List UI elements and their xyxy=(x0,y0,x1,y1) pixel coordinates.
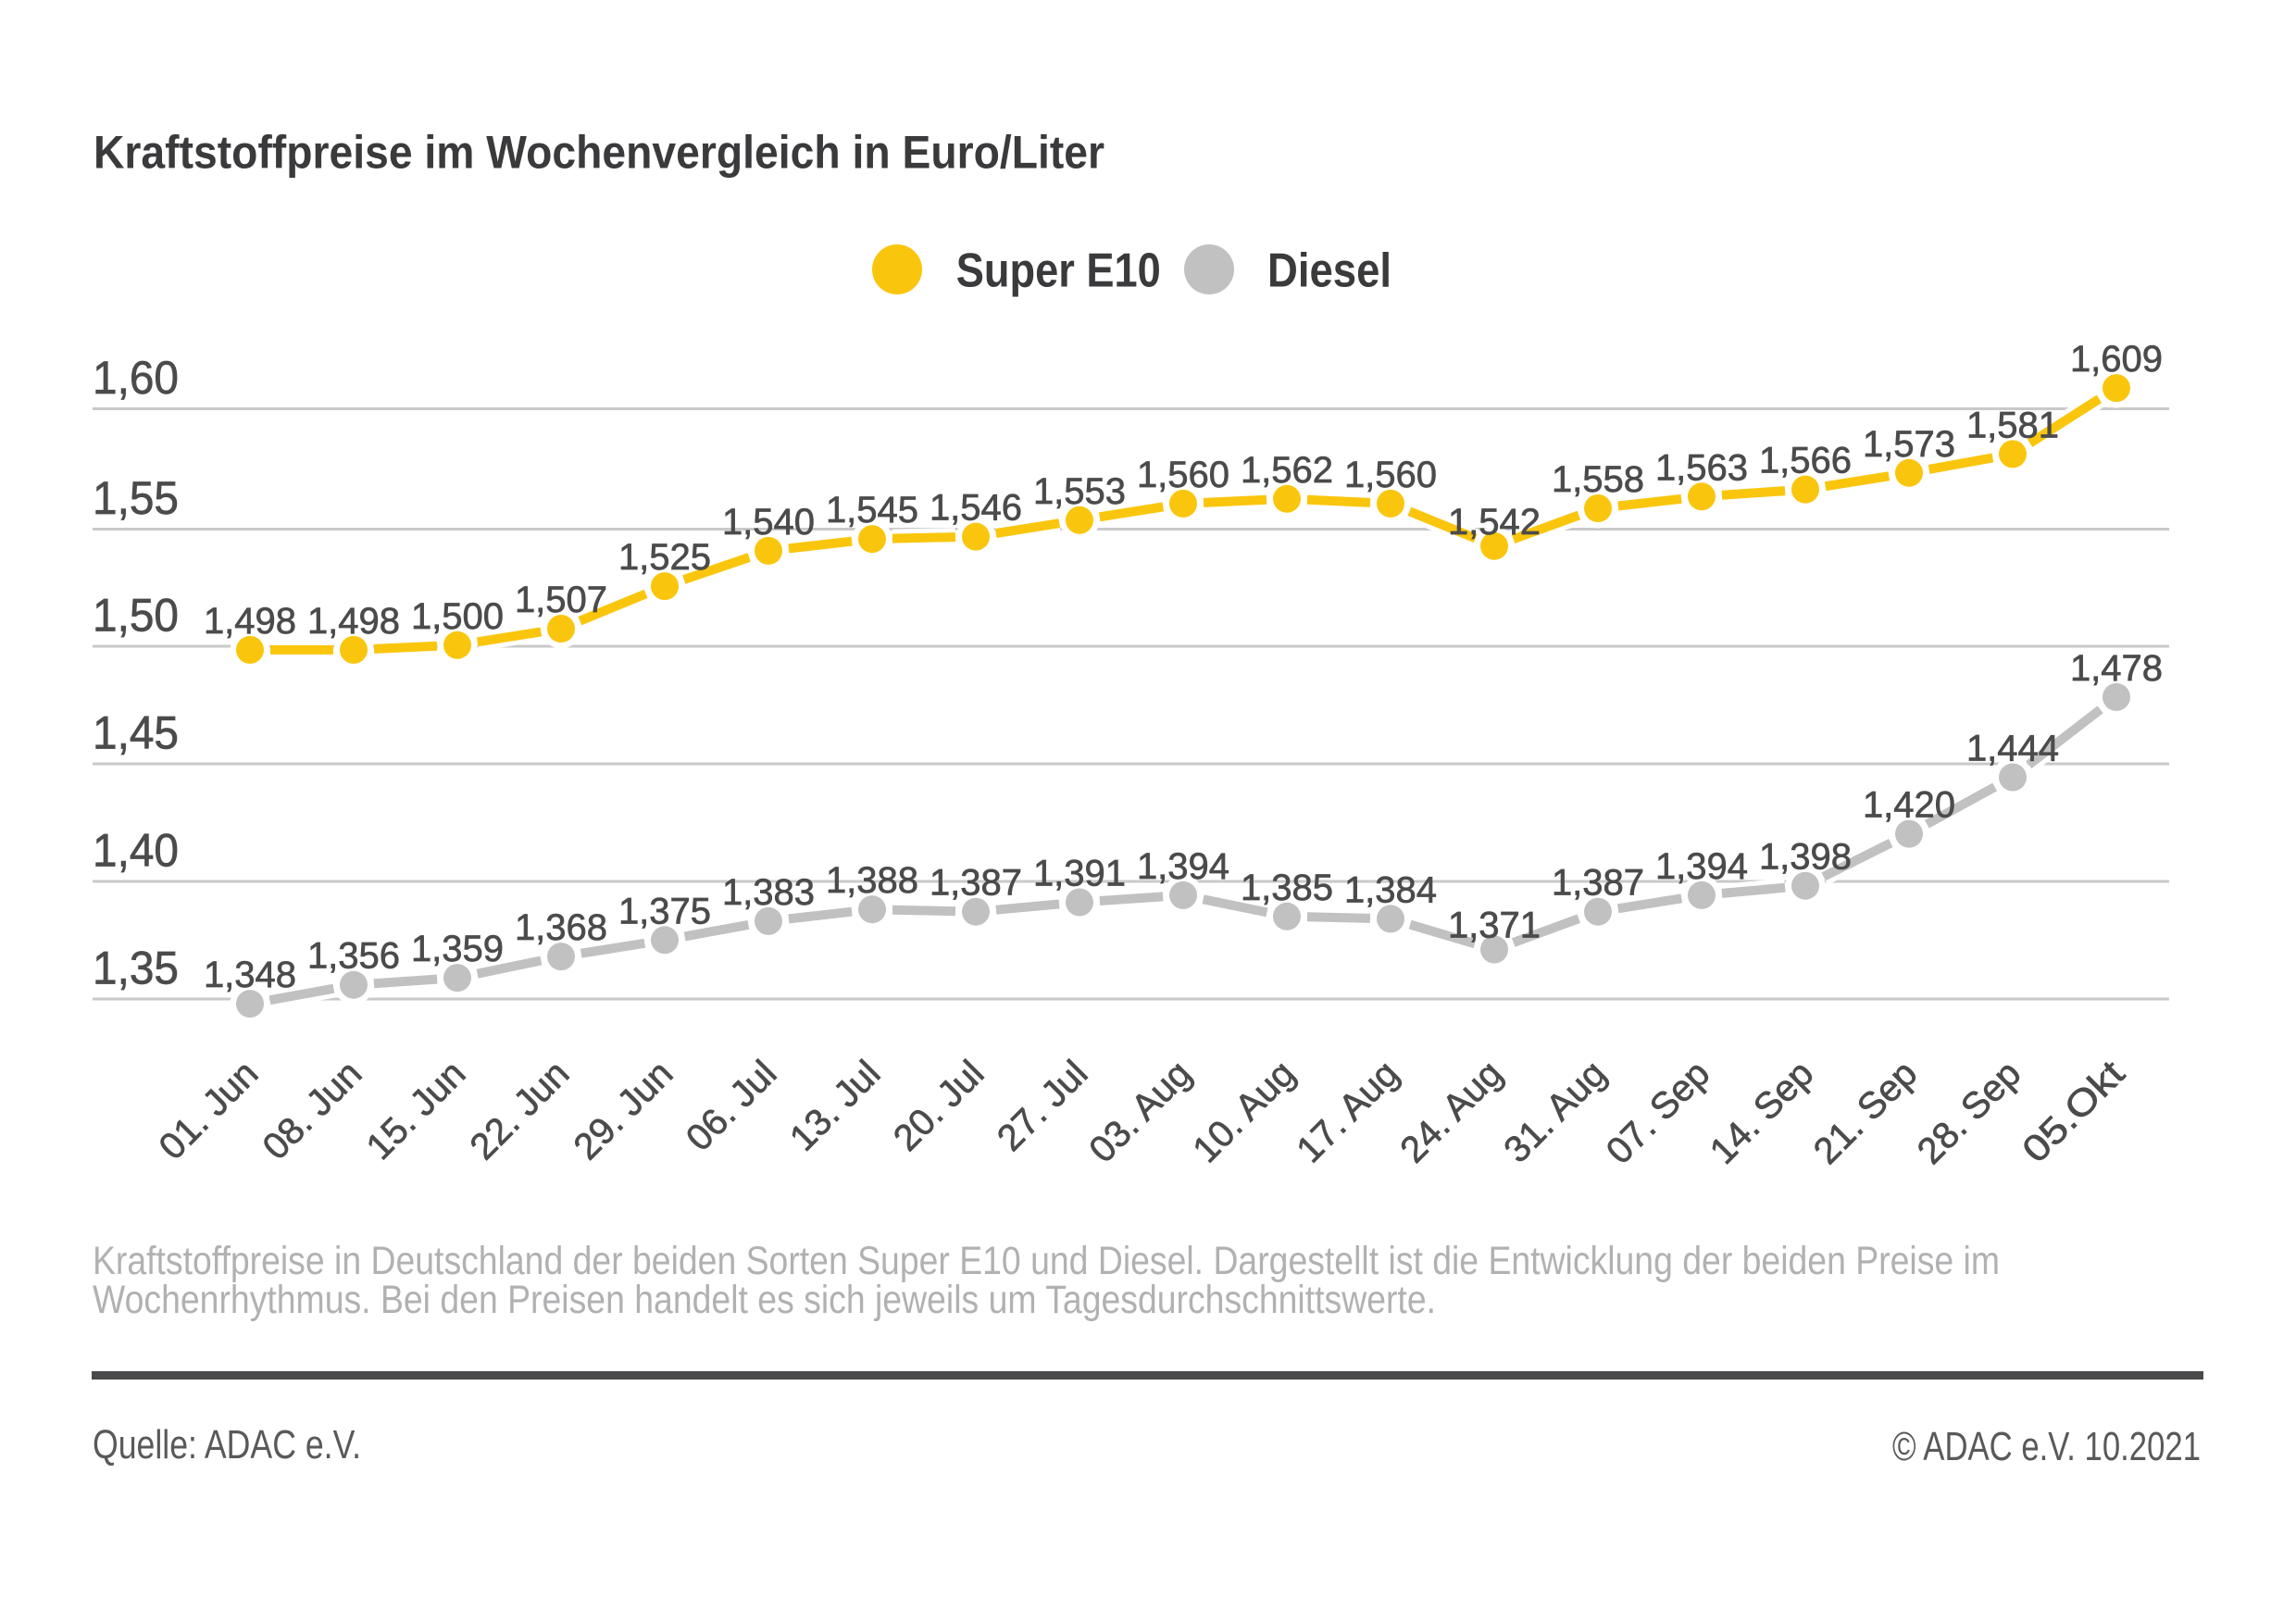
svg-text:1,540: 1,540 xyxy=(722,502,815,543)
svg-text:1,60: 1,60 xyxy=(93,352,179,404)
svg-text:1,383: 1,383 xyxy=(722,872,815,913)
svg-text:1,387: 1,387 xyxy=(930,863,1022,904)
svg-text:1,388: 1,388 xyxy=(826,860,918,901)
svg-text:1,573: 1,573 xyxy=(1863,424,1955,465)
svg-text:Super E10: Super E10 xyxy=(956,244,1161,297)
svg-text:1,387: 1,387 xyxy=(1552,863,1644,904)
svg-text:1,50: 1,50 xyxy=(93,590,179,642)
svg-text:1,562: 1,562 xyxy=(1241,450,1333,491)
svg-text:1,609: 1,609 xyxy=(2070,339,2163,380)
svg-text:1,348: 1,348 xyxy=(204,955,296,995)
svg-text:1,394: 1,394 xyxy=(1137,846,1229,887)
svg-text:1,546: 1,546 xyxy=(930,488,1022,529)
svg-text:1,553: 1,553 xyxy=(1033,471,1126,512)
svg-text:1,498: 1,498 xyxy=(307,601,400,642)
svg-text:1,420: 1,420 xyxy=(1863,785,1955,826)
svg-text:1,500: 1,500 xyxy=(411,596,504,637)
svg-text:Kraftstoffpreise in Deutschlan: Kraftstoffpreise in Deutschland der beid… xyxy=(93,1239,2000,1283)
svg-text:1,45: 1,45 xyxy=(93,707,179,759)
svg-text:Quelle: ADAC e.V.: Quelle: ADAC e.V. xyxy=(93,1422,361,1467)
svg-text:Kraftstoffpreise im Wochenverg: Kraftstoffpreise im Wochenvergleich in E… xyxy=(94,127,1104,179)
svg-text:1,542: 1,542 xyxy=(1448,502,1541,543)
svg-text:1,371: 1,371 xyxy=(1448,905,1541,946)
svg-text:1,368: 1,368 xyxy=(515,907,607,948)
svg-text:1,385: 1,385 xyxy=(1241,868,1333,908)
svg-text:Diesel: Diesel xyxy=(1267,244,1391,297)
svg-text:1,563: 1,563 xyxy=(1655,447,1748,488)
svg-text:1,560: 1,560 xyxy=(1137,455,1229,495)
svg-text:1,359: 1,359 xyxy=(411,929,504,969)
svg-text:1,391: 1,391 xyxy=(1033,854,1126,894)
svg-text:1,375: 1,375 xyxy=(618,891,711,931)
svg-text:1,498: 1,498 xyxy=(204,601,296,642)
svg-text:1,398: 1,398 xyxy=(1759,837,1852,878)
svg-text:1,35: 1,35 xyxy=(93,943,179,994)
svg-text:© ADAC e.V. 10.2021: © ADAC e.V. 10.2021 xyxy=(1892,1424,2201,1469)
svg-text:1,384: 1,384 xyxy=(1344,869,1437,910)
svg-text:1,40: 1,40 xyxy=(93,825,179,877)
svg-text:1,581: 1,581 xyxy=(1966,405,2059,445)
svg-text:1,525: 1,525 xyxy=(618,537,711,578)
svg-text:1,558: 1,558 xyxy=(1552,459,1644,500)
svg-text:1,478: 1,478 xyxy=(2070,648,2163,689)
svg-text:1,356: 1,356 xyxy=(307,936,400,977)
svg-text:1,545: 1,545 xyxy=(826,490,918,531)
svg-text:1,566: 1,566 xyxy=(1759,441,1852,481)
svg-text:1,394: 1,394 xyxy=(1655,846,1748,887)
svg-text:1,55: 1,55 xyxy=(93,472,179,524)
svg-text:1,560: 1,560 xyxy=(1344,455,1437,495)
svg-text:1,444: 1,444 xyxy=(1966,729,2059,769)
svg-text:Wochenrhythmus. Bei den Preise: Wochenrhythmus. Bei den Preisen handelt … xyxy=(93,1278,1436,1322)
svg-text:1,507: 1,507 xyxy=(515,580,607,620)
